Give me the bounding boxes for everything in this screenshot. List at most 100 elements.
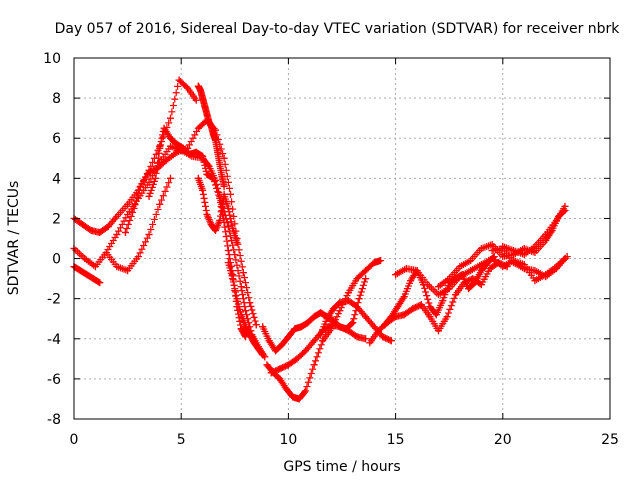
data-point (381, 321, 389, 329)
data-point (417, 301, 425, 309)
data-point (477, 261, 485, 269)
data-point (145, 178, 153, 186)
data-point (400, 293, 408, 301)
data-point (432, 311, 440, 319)
data-point (124, 210, 132, 218)
data-point (317, 331, 325, 339)
data-point (439, 297, 447, 305)
data-point (79, 220, 87, 228)
data-point (237, 311, 245, 319)
data-point (531, 249, 539, 257)
data-points (70, 76, 571, 403)
data-point (233, 239, 241, 247)
data-point (145, 168, 153, 176)
data-point (166, 174, 174, 182)
series-track-g (194, 82, 228, 190)
data-point (207, 122, 215, 130)
data-point (291, 325, 299, 333)
data-point (130, 204, 138, 212)
data-point (224, 204, 232, 212)
data-point (370, 259, 378, 267)
data-point (317, 309, 325, 317)
data-point (166, 114, 174, 122)
data-point (467, 257, 475, 265)
data-point (229, 224, 237, 232)
data-point (186, 150, 194, 158)
data-point (151, 174, 159, 182)
data-point (203, 170, 211, 178)
data-point (477, 245, 485, 253)
data-point (302, 347, 310, 355)
data-point (499, 245, 507, 253)
data-point (201, 102, 209, 110)
data-point (254, 345, 262, 353)
data-point (531, 243, 539, 251)
data-point (224, 222, 232, 230)
y-tick-label: -4 (47, 332, 61, 348)
data-point (76, 267, 84, 275)
series-track-s (488, 245, 569, 281)
data-point (295, 395, 303, 403)
data-point (199, 186, 207, 194)
data-point (145, 230, 153, 238)
data-point (329, 317, 337, 325)
data-point (293, 355, 301, 363)
data-point (310, 337, 318, 345)
data-point (520, 251, 528, 259)
data-point (452, 291, 460, 299)
data-point (467, 267, 475, 275)
y-tick-label: 10 (43, 51, 61, 67)
data-point (184, 84, 192, 92)
data-point (456, 273, 464, 281)
data-point (561, 255, 569, 263)
data-point (259, 351, 267, 359)
data-point (96, 228, 104, 236)
data-point (276, 375, 284, 383)
data-point (136, 182, 144, 190)
data-point (336, 323, 344, 331)
data-point (113, 230, 121, 238)
y-tick-label: 2 (52, 211, 61, 227)
data-point (353, 303, 361, 311)
data-point (121, 228, 129, 236)
data-point (394, 303, 402, 311)
data-point (246, 331, 254, 339)
data-point (327, 321, 335, 329)
data-point (175, 76, 183, 84)
data-point (242, 323, 250, 331)
series-track-k (259, 275, 370, 355)
x-tick-label: 20 (494, 432, 512, 448)
data-point (145, 192, 153, 200)
series-track-i (224, 259, 267, 359)
data-point (402, 265, 410, 273)
y-tick-label: -8 (47, 412, 61, 428)
data-point (488, 247, 496, 255)
series-track-j (263, 257, 385, 403)
data-point (199, 152, 207, 160)
data-point (96, 279, 104, 287)
gridlines (74, 58, 610, 419)
data-point (302, 387, 310, 395)
y-ticks: -8 -6 -4 -2 0 2 4 6 8 10 (43, 51, 610, 428)
data-point (336, 307, 344, 315)
data-point (542, 230, 550, 238)
data-point (531, 277, 539, 285)
series-track-d (102, 174, 174, 275)
data-point (194, 174, 202, 182)
x-tick-label: 25 (601, 432, 619, 448)
data-point (192, 96, 200, 104)
data-point (216, 216, 224, 224)
chart-title: Day 057 of 2016, Sidereal Day-to-day VTE… (55, 21, 621, 37)
data-point (194, 124, 202, 132)
data-point (246, 299, 254, 307)
data-point (413, 267, 421, 275)
data-point (173, 140, 181, 148)
data-point (83, 271, 91, 279)
data-point (166, 134, 174, 142)
data-point (344, 327, 352, 335)
x-tick-label: 10 (279, 432, 297, 448)
data-point (542, 273, 550, 281)
data-point (104, 222, 112, 230)
data-point (212, 136, 220, 144)
data-point (499, 263, 507, 271)
